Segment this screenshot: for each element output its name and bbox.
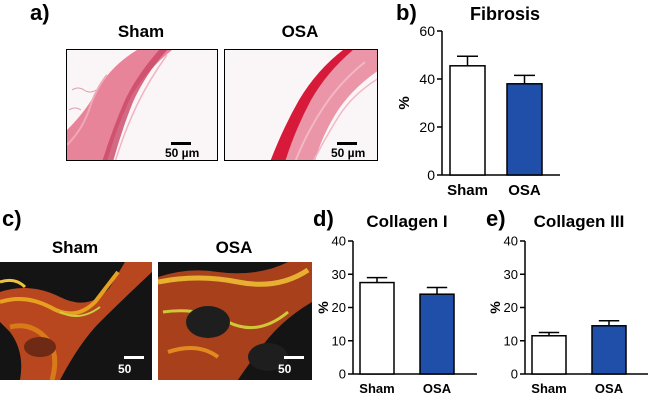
panel-letter-a: a) — [30, 0, 50, 25]
y-tick-label: 60 — [419, 23, 435, 39]
x-tick-label: OSA — [508, 182, 541, 199]
chart-collagen-iii: Collagen III 0 10 20 30 40% Sham OSA — [487, 212, 648, 396]
chart-fibrosis: Fibrosis 0 20 40 60% Sham OSA — [396, 4, 560, 199]
y-tick-label: 0 — [511, 367, 518, 382]
scale-label: 50 µm — [278, 362, 296, 380]
scale-label: 50 µm — [331, 146, 366, 160]
chart-title: Collagen I — [366, 212, 447, 231]
chart-title: Fibrosis — [470, 4, 540, 24]
panel-letter-e: e) — [486, 206, 506, 231]
y-tick-label: 20 — [504, 300, 518, 315]
scale-bar — [337, 142, 357, 145]
micrograph-osa-collagen: 50 µm — [158, 262, 312, 380]
y-axis-label: % — [396, 96, 413, 109]
panel-letter-b: b) — [396, 0, 417, 25]
y-tick-label: 40 — [419, 71, 435, 87]
x-tick-label: OSA — [595, 381, 624, 396]
y-tick-label: 30 — [504, 267, 518, 282]
y-axis-label: % — [487, 301, 503, 314]
x-tick-label: OSA — [423, 381, 452, 396]
micrograph-osa-fibrosis: 50 µm — [224, 49, 378, 161]
y-tick-label: 10 — [504, 333, 518, 348]
y-tick-label: 30 — [332, 267, 346, 282]
scale-bar — [124, 356, 144, 359]
image-label-sham-a: Sham — [117, 22, 165, 41]
y-tick-label: 20 — [332, 300, 346, 315]
scale-label: 50 µm — [165, 146, 200, 160]
x-tick-label: Sham — [447, 182, 488, 199]
image-label-sham-c: Sham — [51, 238, 99, 257]
bar-sham — [449, 65, 486, 176]
panel-letter-d: d) — [313, 206, 334, 231]
scale-bar — [171, 142, 191, 145]
image-label-osa-c: OSA — [215, 238, 253, 257]
panel-letter-c: c) — [2, 206, 22, 231]
x-tick-label: Sham — [359, 381, 394, 396]
micrograph-sham-fibrosis: 50 µm — [66, 49, 218, 161]
scale-bar — [284, 356, 304, 359]
chart-title: Collagen III — [534, 212, 625, 231]
image-label-osa-a: OSA — [281, 22, 319, 41]
bar-sham — [359, 281, 395, 375]
scale-label: 50 µm — [118, 362, 136, 380]
y-tick-label: 0 — [339, 367, 346, 382]
y-axis-label: % — [315, 301, 331, 314]
y-tick-label: 40 — [332, 234, 346, 249]
micrograph-sham-collagen: 50 µm — [0, 262, 152, 380]
y-tick-label: 40 — [504, 234, 518, 249]
y-tick-label: 0 — [427, 167, 435, 183]
bar-sham — [531, 335, 567, 375]
x-tick-label: Sham — [531, 381, 566, 396]
bar-osa — [419, 293, 455, 375]
bar-osa — [591, 325, 627, 375]
bar-osa — [506, 83, 543, 176]
y-tick-label: 10 — [332, 333, 346, 348]
chart-collagen-i: Collagen I 0 10 20 30 40% Sham OSA — [315, 212, 477, 396]
y-tick-label: 20 — [419, 119, 435, 135]
